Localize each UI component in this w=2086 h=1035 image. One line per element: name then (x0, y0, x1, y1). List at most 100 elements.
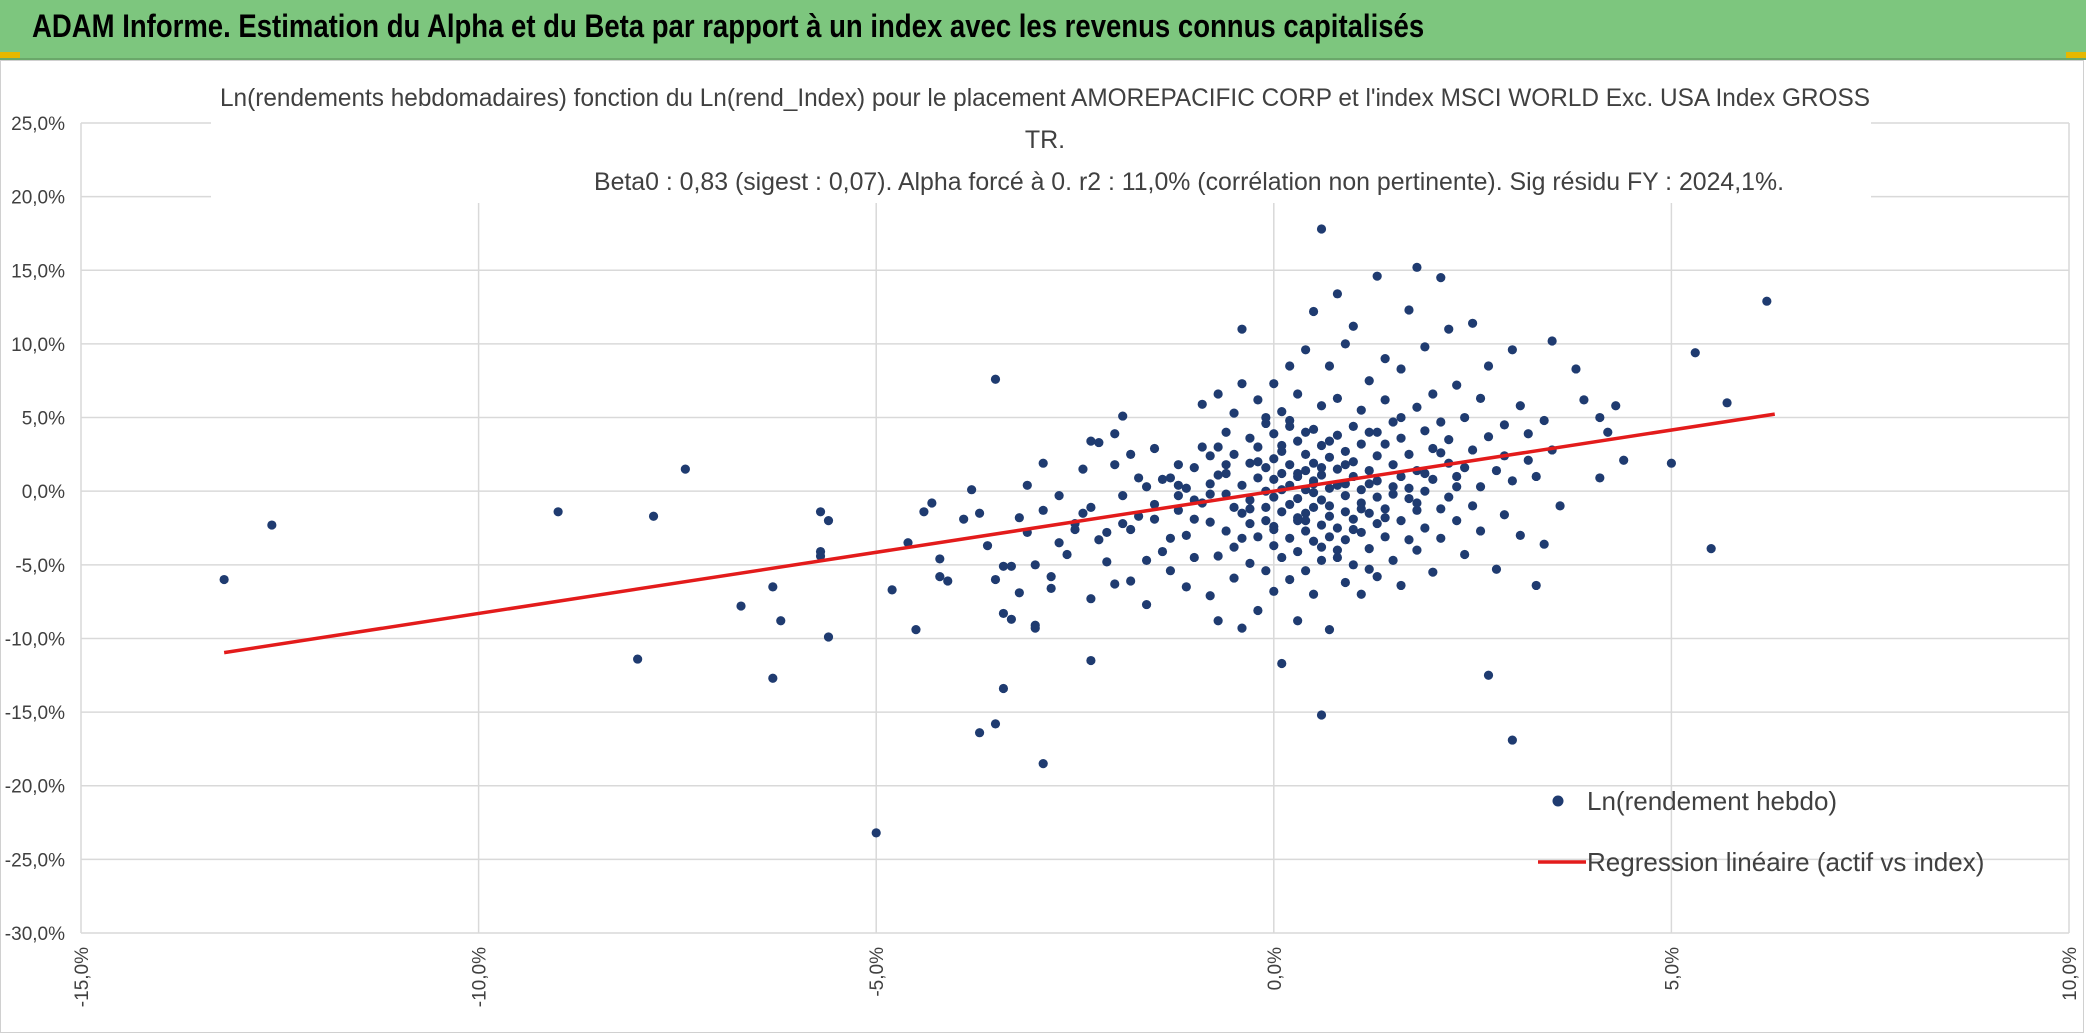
data-point (1141, 555, 1152, 565)
data-point (1444, 435, 1454, 445)
data-point (1603, 427, 1613, 437)
data-point (1269, 586, 1279, 596)
data-point (1301, 526, 1311, 536)
data-point (1261, 412, 1271, 423)
data-point (1253, 395, 1263, 405)
data-point (680, 464, 690, 474)
data-point (1348, 421, 1358, 431)
data-point (1420, 468, 1430, 479)
data-point (1261, 516, 1271, 526)
data-point (1340, 535, 1350, 545)
data-point (823, 516, 834, 526)
data-point (1436, 504, 1446, 514)
data-point (1316, 440, 1327, 451)
data-point (768, 673, 778, 683)
data-point (1340, 460, 1350, 470)
x-tick-label: 5,0% (1662, 947, 1683, 990)
data-point (1452, 482, 1462, 492)
data-point (998, 608, 1009, 619)
data-point (1396, 433, 1406, 443)
data-point (1332, 545, 1343, 555)
data-point (1483, 670, 1494, 680)
data-point (1102, 527, 1112, 538)
data-point (1110, 579, 1120, 589)
data-point (1436, 533, 1446, 543)
data-point (1173, 505, 1183, 515)
data-point (1420, 342, 1430, 352)
data-point (959, 514, 969, 524)
data-point (1308, 306, 1319, 317)
data-point (1444, 492, 1454, 502)
data-point (1507, 345, 1517, 355)
data-point (1285, 574, 1295, 585)
x-tick-label: -15,0% (72, 947, 93, 1007)
data-point (1690, 348, 1700, 358)
data-point (1253, 473, 1263, 483)
data-point (1412, 505, 1422, 515)
data-point (1666, 458, 1676, 468)
data-point (1372, 451, 1382, 461)
data-point (1141, 599, 1152, 610)
data-point (1277, 507, 1287, 517)
data-point (1404, 449, 1414, 459)
data-point (1420, 426, 1430, 436)
chart-title-line-2: TR. (1025, 126, 1065, 154)
data-point (1316, 710, 1327, 720)
data-point (1499, 510, 1510, 520)
data-point (1460, 549, 1470, 560)
data-point (1094, 437, 1104, 448)
data-point (1523, 455, 1533, 465)
data-point (1412, 545, 1422, 555)
data-point (1404, 493, 1414, 504)
data-point (871, 828, 881, 838)
data-point (1221, 526, 1231, 536)
data-point (1269, 454, 1279, 464)
data-point (1428, 474, 1438, 484)
data-point (1340, 577, 1350, 588)
data-point (1372, 271, 1382, 281)
data-point (1444, 324, 1454, 334)
data-point (1372, 427, 1382, 437)
data-point (1308, 589, 1319, 599)
data-point (1046, 572, 1056, 582)
data-point (1396, 471, 1406, 482)
data-point (1269, 541, 1279, 551)
data-point (768, 582, 778, 592)
data-point (1380, 513, 1390, 523)
data-point (1285, 460, 1295, 470)
data-point (1165, 566, 1176, 576)
data-point (1348, 524, 1358, 535)
data-point (1499, 420, 1510, 430)
data-point (1277, 468, 1287, 479)
data-point (903, 538, 913, 548)
data-point (1229, 573, 1239, 583)
data-point (1134, 473, 1144, 483)
data-point (1157, 546, 1168, 557)
data-point (1762, 296, 1772, 306)
data-point (1547, 336, 1557, 346)
data-point (1420, 523, 1430, 533)
data-point (1428, 389, 1438, 399)
data-point (1308, 424, 1319, 434)
legend-label-regression: Regression linéaire (actif vs index) (1587, 847, 1984, 877)
data-point (1332, 289, 1343, 299)
data-point (1324, 436, 1335, 446)
data-point (1261, 502, 1271, 512)
data-point (1173, 480, 1183, 490)
data-point (1316, 470, 1327, 480)
data-point (1293, 436, 1303, 446)
data-point (1316, 463, 1327, 473)
data-point (1173, 460, 1183, 470)
data-point (1539, 539, 1549, 549)
data-point (1308, 458, 1319, 468)
data-point (1118, 491, 1128, 501)
data-point (1253, 605, 1263, 616)
data-point (1332, 523, 1343, 533)
data-point (1515, 401, 1525, 411)
data-point (1181, 483, 1191, 493)
data-point (1094, 535, 1104, 545)
data-point (1396, 580, 1406, 591)
data-point (1181, 582, 1191, 592)
y-axis-ticks: 25,0% 20,0% 15,0% 10,0% 5,0% 0,0% -5,0% -10,0% -… (5, 114, 65, 945)
data-point (1157, 474, 1168, 484)
